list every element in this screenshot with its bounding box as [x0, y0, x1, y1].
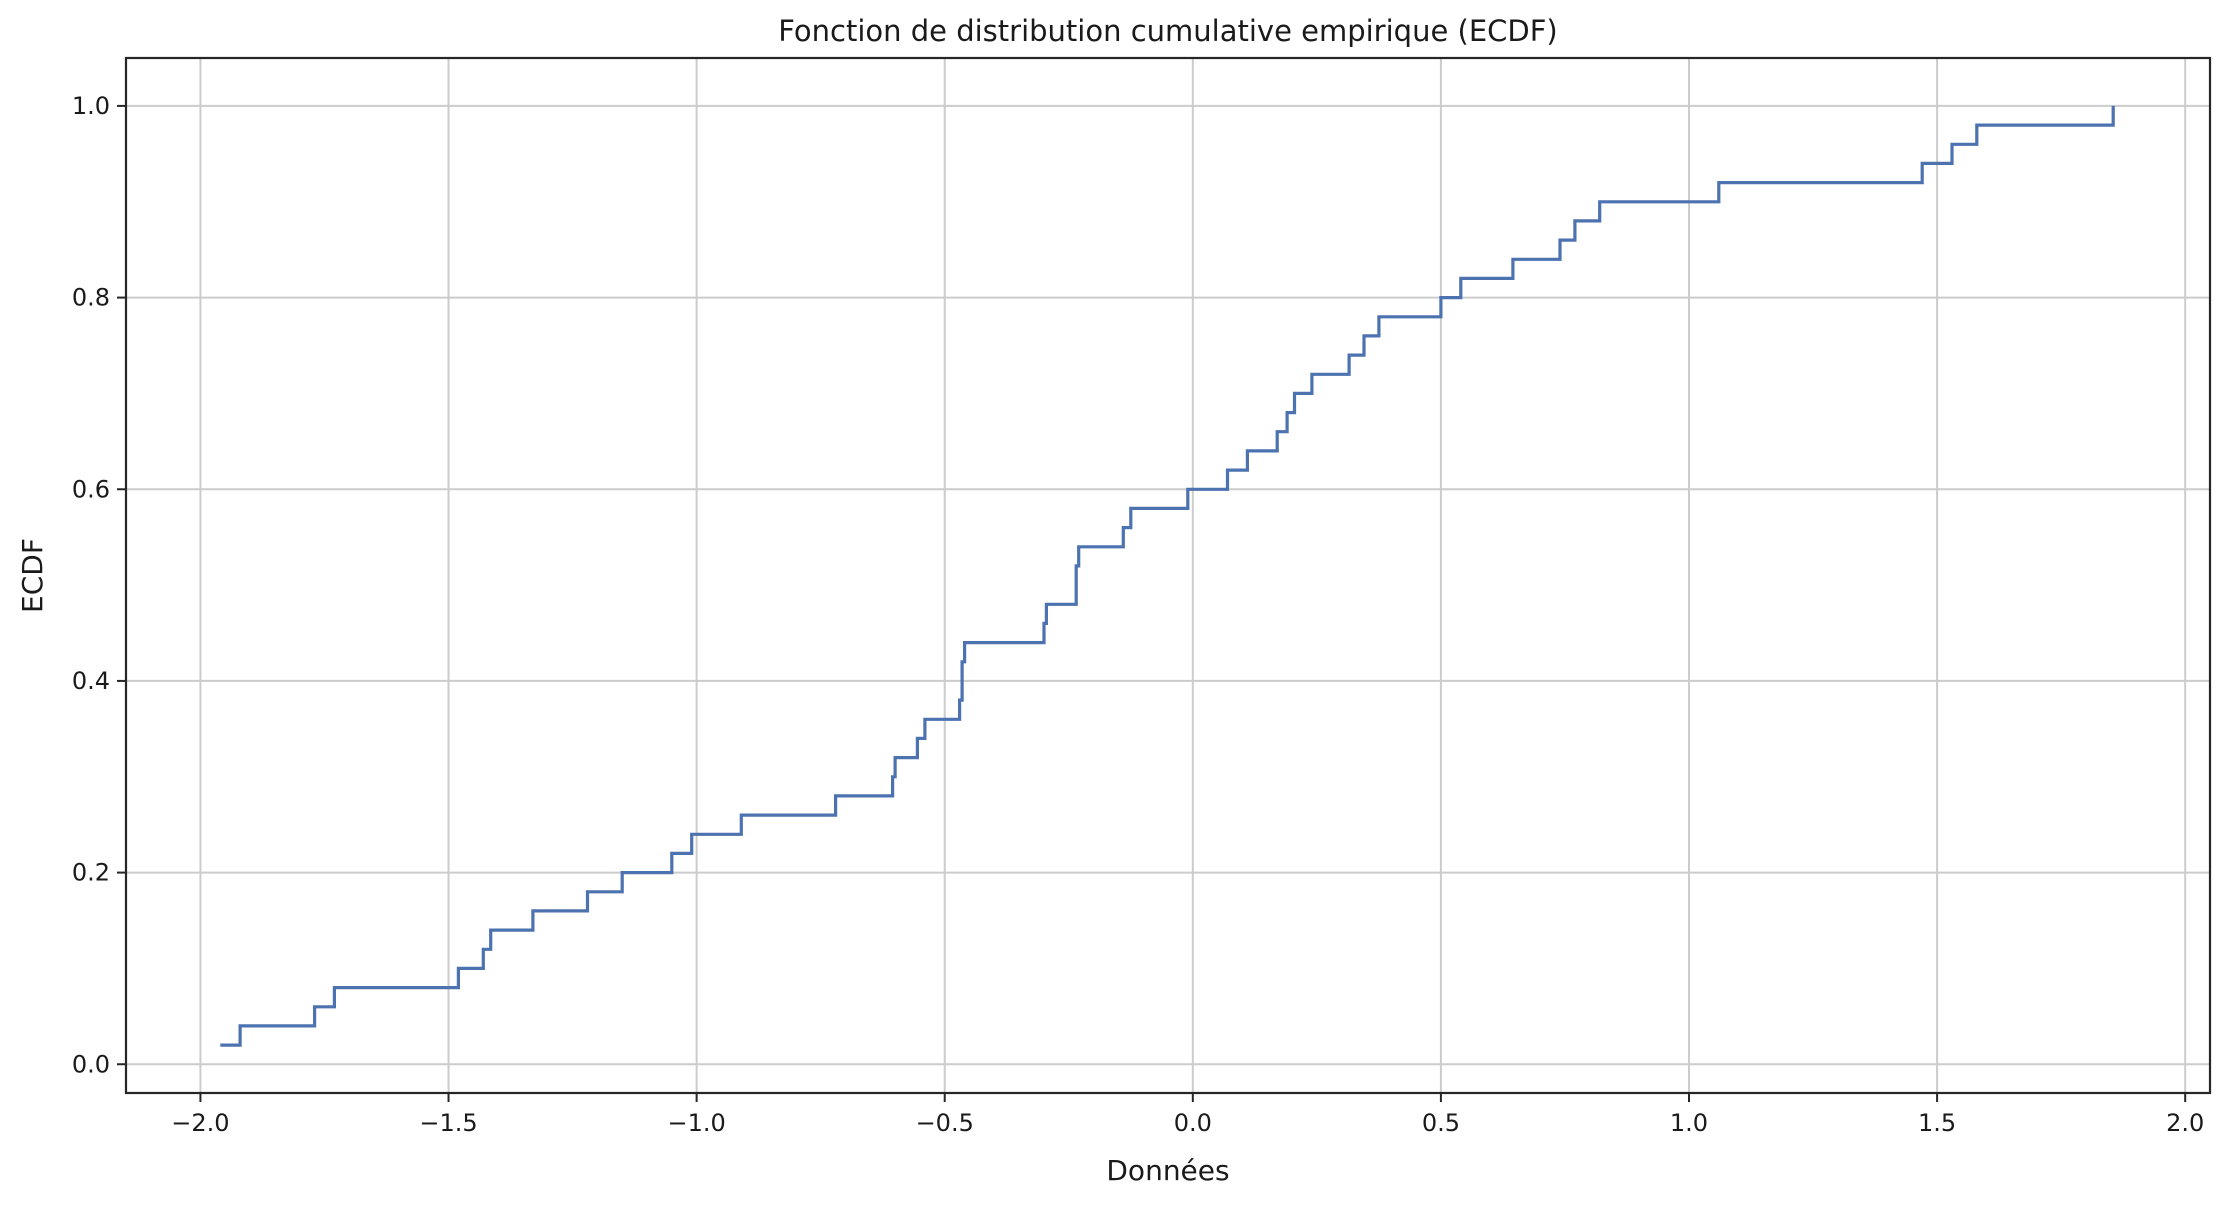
x-tick-label: 1.0	[1670, 1109, 1708, 1137]
chart-title: Fonction de distribution cumulative empi…	[778, 14, 1557, 48]
y-tick-label: 0.6	[72, 475, 110, 503]
y-axis-ticks: 0.0 0.2 0.4 0.6 0.8 1.0	[72, 92, 126, 1078]
x-tick-label: 0.0	[1174, 1109, 1212, 1137]
y-tick-label: 0.0	[72, 1050, 110, 1078]
x-tick-label: −1.5	[419, 1109, 477, 1137]
x-axis-ticks: −2.0 −1.5 −1.0 −0.5 0.0 0.5 1.0 1.5 2.0	[171, 1093, 2204, 1137]
y-tick-label: 0.2	[72, 859, 110, 887]
y-axis-label: ECDF	[16, 538, 49, 613]
y-tick-label: 1.0	[72, 92, 110, 120]
x-tick-label: 1.5	[1918, 1109, 1956, 1137]
x-axis-label: Données	[1106, 1154, 1229, 1187]
x-tick-label: 0.5	[1422, 1109, 1460, 1137]
x-tick-label: −0.5	[916, 1109, 974, 1137]
y-tick-label: 0.8	[72, 284, 110, 312]
plot-frame	[124, 56, 2212, 1095]
y-tick-label: 0.4	[72, 667, 110, 695]
x-tick-label: 2.0	[2166, 1109, 2204, 1137]
x-tick-label: −1.0	[667, 1109, 725, 1137]
ecdf-step-line	[220, 105, 2115, 1047]
x-tick-label: −2.0	[171, 1109, 229, 1137]
grid-lines	[126, 58, 2210, 1093]
